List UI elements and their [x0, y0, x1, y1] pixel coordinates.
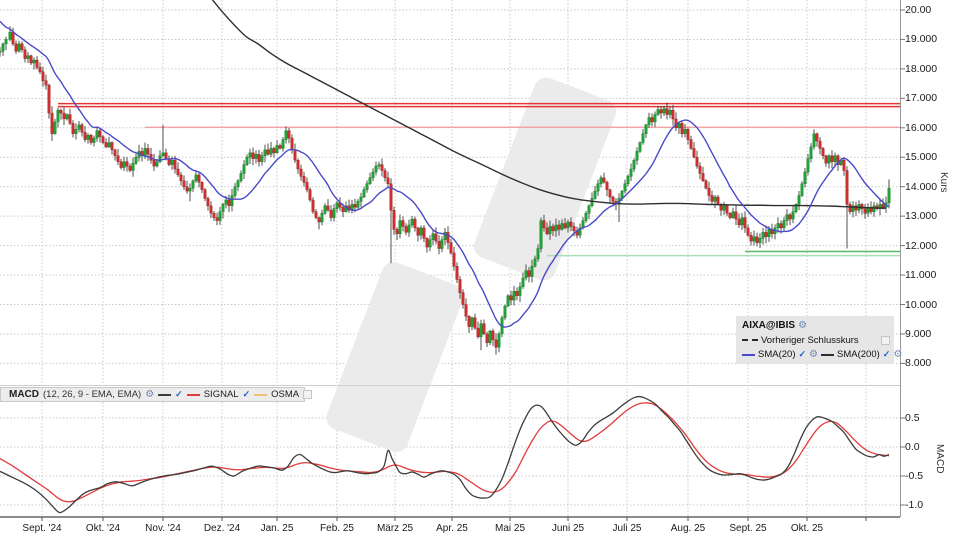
- previous-close-line-swatch: [742, 339, 758, 341]
- macd-title: MACD: [9, 389, 39, 400]
- price-panel: [0, 0, 900, 355]
- sma200-line-swatch: [821, 353, 834, 356]
- price-axis-title: Kurs: [938, 172, 949, 193]
- previous-close-checkbox[interactable]: [881, 335, 890, 345]
- macd-line: [0, 395, 890, 514]
- macd-axis-tick-label: -1.0: [905, 499, 924, 511]
- x-axis-month-label: Jan. 25: [260, 523, 294, 534]
- instrument-symbol: AIXA@IBIS: [742, 320, 796, 331]
- x-axis-month-label: Apr. 25: [436, 523, 468, 534]
- gear-icon[interactable]: ⚙: [145, 388, 155, 400]
- price-axis-tick-label: 9.000: [905, 327, 932, 340]
- x-axis-month-label: Juli 25: [612, 523, 642, 534]
- instrument-legend: AIXA@IBIS ⚙ Vorheriger Schlusskurs SMA(2…: [736, 316, 902, 364]
- previous-close-label: Vorheriger Schlusskurs: [761, 334, 859, 346]
- gear-icon[interactable]: ⚙: [809, 348, 818, 360]
- x-axis-month-label: Juni 25: [551, 523, 585, 534]
- price-axis-tick-label: 8.000: [905, 357, 932, 370]
- price-axis-tick-label: 15.000: [905, 151, 938, 164]
- price-axis-tick-label: 13.000: [905, 210, 938, 223]
- price-axis-tick-label: 19.000: [905, 33, 938, 46]
- price-axis-tick-label: 14.000: [905, 180, 938, 193]
- support-resistance-lines: [58, 102, 900, 257]
- osma-label: OSMA: [271, 389, 300, 400]
- price-axis-tick-label: 16.000: [905, 121, 938, 134]
- x-axis-month-label: Mai 25: [494, 523, 525, 534]
- osma-line-swatch: [254, 393, 268, 396]
- sma20-line: [0, 20, 890, 328]
- price-axis-tick-label: 20.00: [905, 4, 932, 16]
- price-axis-tick-label: 12.000: [905, 239, 938, 252]
- sma200-line: [211, 0, 887, 209]
- price-axis-tick-label: 10.000: [905, 298, 938, 311]
- x-axis-month-label: Sept. 25: [729, 523, 767, 534]
- instrument-legend-row-title: AIXA@IBIS ⚙: [742, 319, 890, 332]
- x-axis-month-label: März 25: [376, 523, 414, 534]
- macd-line-swatch: [158, 393, 172, 396]
- x-axis-month-label: Okt. 25: [790, 523, 824, 534]
- macd-axis-title: MACD: [934, 444, 945, 474]
- macd-axis-tick-label: -0.5: [905, 470, 924, 482]
- macd-checkbox[interactable]: ✓: [175, 389, 183, 399]
- gear-icon[interactable]: ⚙: [893, 348, 903, 360]
- axes-frame: [0, 0, 905, 521]
- sma20-line-swatch: [742, 353, 755, 356]
- x-axis-month-label: Sept. '24: [22, 523, 62, 534]
- grid-lines: [0, 0, 900, 517]
- macd-axis-tick-label: 0.5: [905, 412, 920, 424]
- x-axis-month-label: Nov. '24: [145, 523, 181, 534]
- signal-checkbox[interactable]: ✓: [242, 389, 251, 399]
- sma20-checkbox[interactable]: ✓: [798, 349, 807, 359]
- price-axis-tick-label: 17.000: [905, 92, 938, 105]
- osma-checkbox[interactable]: [303, 390, 313, 399]
- x-axis-month-label: Feb. 25: [320, 523, 354, 534]
- gear-icon[interactable]: ⚙: [798, 319, 808, 331]
- signal-line-swatch: [186, 393, 200, 396]
- price-axis-tick-label: 18.000: [905, 62, 938, 75]
- macd-params: (12, 26, 9 - EMA, EMA): [43, 389, 142, 400]
- macd-panel: [0, 395, 890, 514]
- x-axis-month-label: Aug. 25: [670, 523, 706, 534]
- candlestick-series: [0, 31, 891, 348]
- x-axis-month-label: Dez. '24: [203, 523, 241, 534]
- instrument-legend-row-smas: SMA(20) ✓ ⚙ SMA(200) ✓ ⚙: [742, 348, 902, 361]
- macd-legend-bar: MACD (12, 26, 9 - EMA, EMA) ⚙ ✓ SIGNAL ✓…: [0, 387, 313, 402]
- macd-axis-tick-label: 0.0: [905, 441, 920, 453]
- watermark: [326, 77, 617, 452]
- sma20-label: SMA(20): [758, 349, 796, 360]
- price-axis-tick-label: 11.000: [905, 269, 937, 282]
- sma200-label: SMA(200): [837, 349, 880, 360]
- instrument-legend-row-prev-close: Vorheriger Schlusskurs: [742, 334, 890, 347]
- x-axis-month-label: Okt. '24: [85, 523, 121, 534]
- signal-label: SIGNAL: [203, 389, 239, 400]
- sma200-checkbox[interactable]: ✓: [882, 349, 891, 359]
